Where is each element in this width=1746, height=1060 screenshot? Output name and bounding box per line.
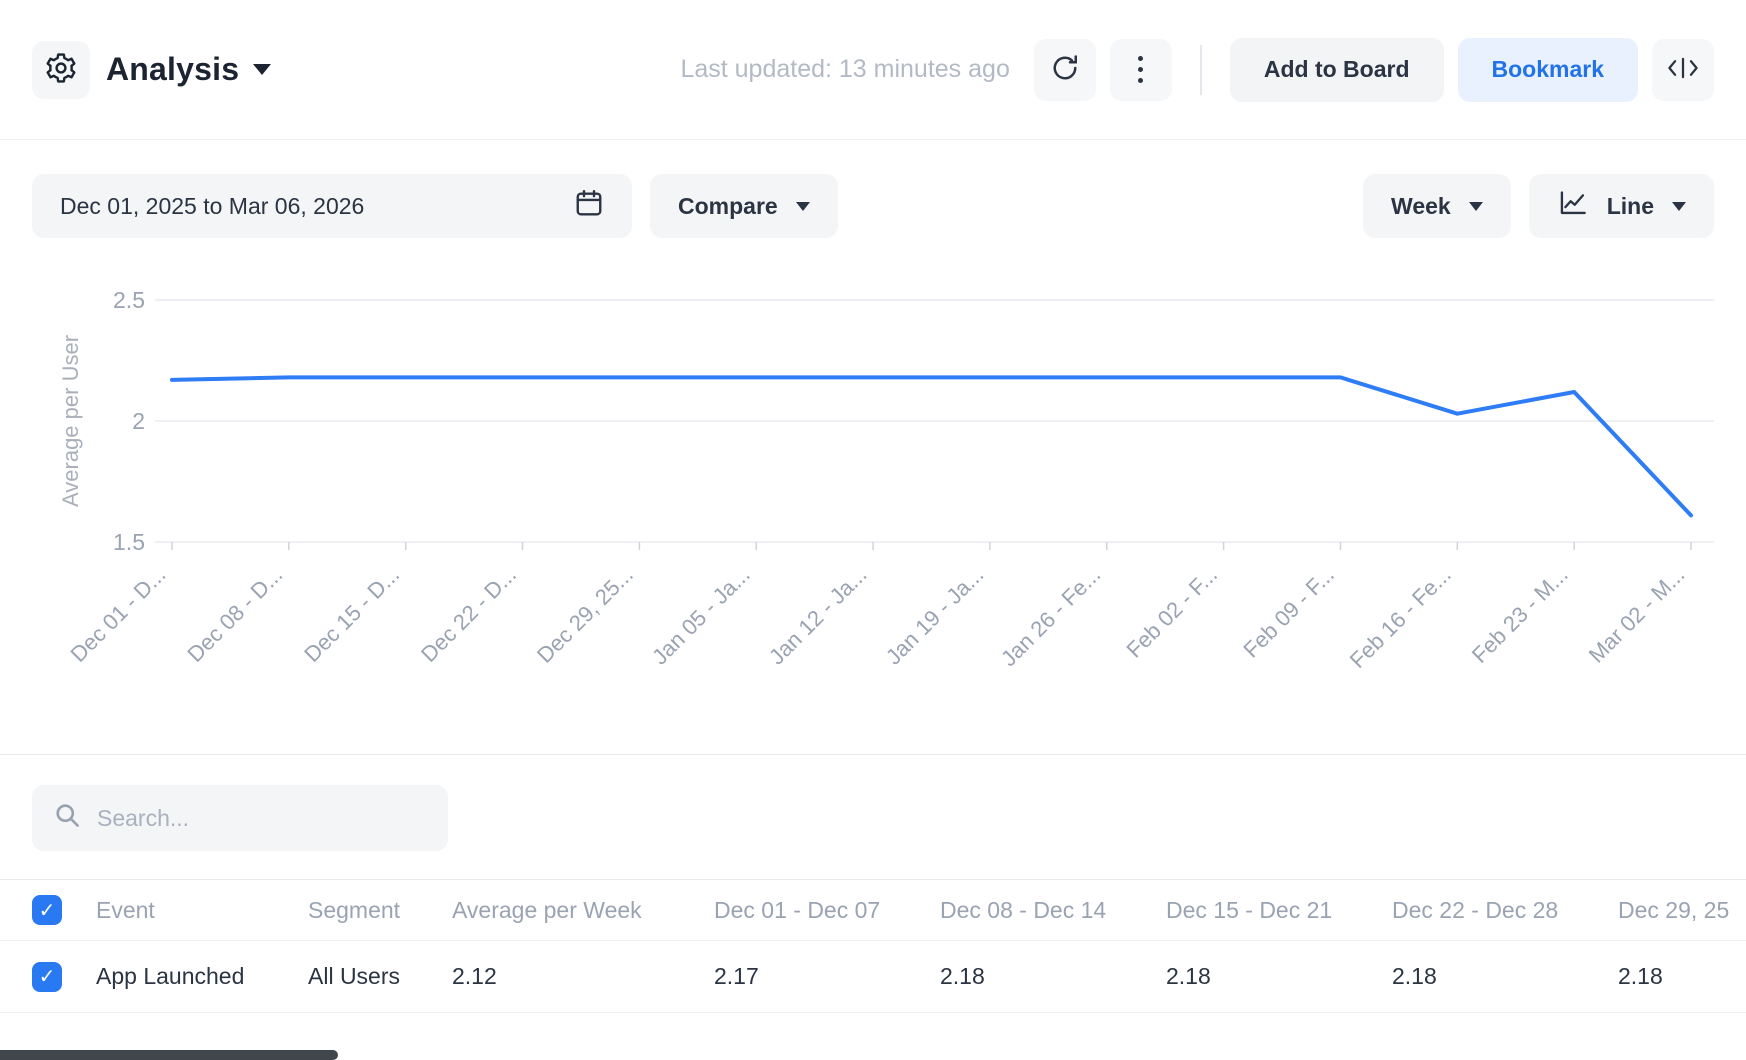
- kebab-menu-icon: [1138, 56, 1144, 83]
- average-value: 2.12: [452, 963, 497, 989]
- svg-text:Average per User: Average per User: [58, 335, 83, 507]
- search-icon: [54, 802, 81, 834]
- view-code-button[interactable]: [1652, 38, 1714, 101]
- column-header-average[interactable]: Average per Week: [452, 896, 642, 923]
- table-row[interactable]: App Launched All Users 2.12 2.17 2.18 2.…: [0, 941, 1746, 1013]
- interval-label: Week: [1391, 192, 1451, 219]
- week-value-1: 2.17: [714, 963, 759, 989]
- search-box[interactable]: [32, 785, 448, 851]
- top-bar-actions: Last updated: 13 minutes ago Add to Boar…: [680, 37, 1714, 102]
- bookmark-button[interactable]: Bookmark: [1457, 37, 1638, 102]
- svg-text:Dec 15 - D...: Dec 15 - D...: [299, 562, 404, 667]
- date-range-label: Dec 01, 2025 to Mar 06, 2026: [60, 192, 365, 219]
- chart-type-label: Line: [1606, 192, 1654, 219]
- svg-text:1.5: 1.5: [113, 529, 145, 555]
- refresh-button[interactable]: [1033, 38, 1096, 101]
- column-header-week-1[interactable]: Dec 01 - Dec 07: [714, 896, 881, 923]
- column-header-week-3[interactable]: Dec 15 - Dec 21: [1166, 896, 1333, 923]
- column-header-event[interactable]: Event: [96, 896, 155, 923]
- chevron-down-icon: [795, 201, 810, 211]
- refresh-icon: [1050, 53, 1080, 86]
- svg-text:Jan 05 - Ja...: Jan 05 - Ja...: [647, 562, 755, 670]
- chart-type-select[interactable]: Line: [1528, 174, 1714, 238]
- select-all-checkbox[interactable]: [32, 895, 62, 925]
- line-chart-icon: [1557, 189, 1589, 223]
- column-header-week-4[interactable]: Dec 22 - Dec 28: [1392, 896, 1559, 923]
- calendar-icon: [574, 188, 604, 224]
- interval-select[interactable]: Week: [1363, 174, 1511, 238]
- svg-text:2.5: 2.5: [113, 287, 145, 313]
- more-options-button[interactable]: [1109, 38, 1172, 101]
- svg-text:2: 2: [132, 408, 145, 434]
- svg-text:Dec 01 - D...: Dec 01 - D...: [66, 562, 171, 667]
- line-chart[interactable]: 1.5 2 2.5 Dec 01 - D... Dec 08 - D... Dec 15 …: [0, 264, 1746, 754]
- date-range-picker[interactable]: Dec 01, 2025 to Mar 06, 2026: [32, 174, 632, 238]
- last-updated-text: Last updated: 13 minutes ago: [680, 55, 1010, 83]
- search-input[interactable]: [97, 804, 426, 832]
- svg-text:Jan 12 - Ja...: Jan 12 - Ja...: [764, 562, 872, 670]
- week-value-5: 2.18: [1618, 963, 1663, 989]
- compare-label: Compare: [678, 192, 778, 219]
- row-checkbox[interactable]: [32, 961, 62, 992]
- svg-text:Dec 08 - D...: Dec 08 - D...: [182, 562, 287, 667]
- svg-text:Dec 29, 25...: Dec 29, 25...: [532, 562, 638, 668]
- segment-name: All Users: [308, 963, 401, 989]
- gear-icon: [44, 51, 78, 88]
- week-value-2: 2.18: [940, 963, 985, 989]
- svg-text:Feb 09 - F...: Feb 09 - F...: [1238, 562, 1339, 663]
- event-name: App Launched: [96, 963, 245, 989]
- top-bar: Analysis Last updated: 13 minutes ago Ad…: [0, 0, 1746, 140]
- settings-button[interactable]: [32, 40, 90, 99]
- report-title-menu[interactable]: Analysis: [106, 51, 272, 88]
- breakdown-section: Event Segment Average per Week Dec 01 - …: [0, 754, 1746, 1013]
- svg-text:Mar 02 - M...: Mar 02 - M...: [1584, 562, 1690, 668]
- svg-text:Feb 02 - F...: Feb 02 - F...: [1121, 562, 1222, 663]
- page-title: Analysis: [106, 51, 240, 87]
- compare-button[interactable]: Compare: [650, 174, 838, 238]
- chevron-down-icon: [1672, 201, 1686, 211]
- column-header-segment[interactable]: Segment: [308, 896, 401, 923]
- chevron-down-icon: [253, 64, 272, 75]
- svg-text:Jan 19 - Ja...: Jan 19 - Ja...: [881, 562, 989, 670]
- chevron-down-icon: [1468, 201, 1483, 211]
- week-value-3: 2.18: [1166, 963, 1211, 989]
- table-header-row: Event Segment Average per Week Dec 01 - …: [0, 879, 1746, 941]
- svg-text:Jan 26 - Fe...: Jan 26 - Fe...: [996, 562, 1105, 671]
- svg-text:Feb 23 - M...: Feb 23 - M...: [1467, 562, 1573, 668]
- vertical-divider: [1199, 44, 1202, 95]
- code-brackets-icon: [1666, 54, 1700, 85]
- svg-text:Dec 22 - D...: Dec 22 - D...: [416, 562, 521, 667]
- column-header-week-2[interactable]: Dec 08 - Dec 14: [940, 896, 1107, 923]
- svg-text:Feb 16 - Fe...: Feb 16 - Fe...: [1345, 562, 1456, 673]
- chart-area: 1.5 2 2.5 Dec 01 - D... Dec 08 - D... Dec 15 …: [0, 264, 1746, 754]
- column-header-week-5[interactable]: Dec 29, 25: [1618, 896, 1730, 923]
- chart-toolbar: Dec 01, 2025 to Mar 06, 2026 Compare Wee…: [0, 140, 1746, 238]
- horizontal-scrollbar[interactable]: [0, 1050, 338, 1060]
- week-value-4: 2.18: [1392, 963, 1437, 989]
- add-to-board-button[interactable]: Add to Board: [1229, 37, 1444, 102]
- search-row: [0, 755, 1746, 879]
